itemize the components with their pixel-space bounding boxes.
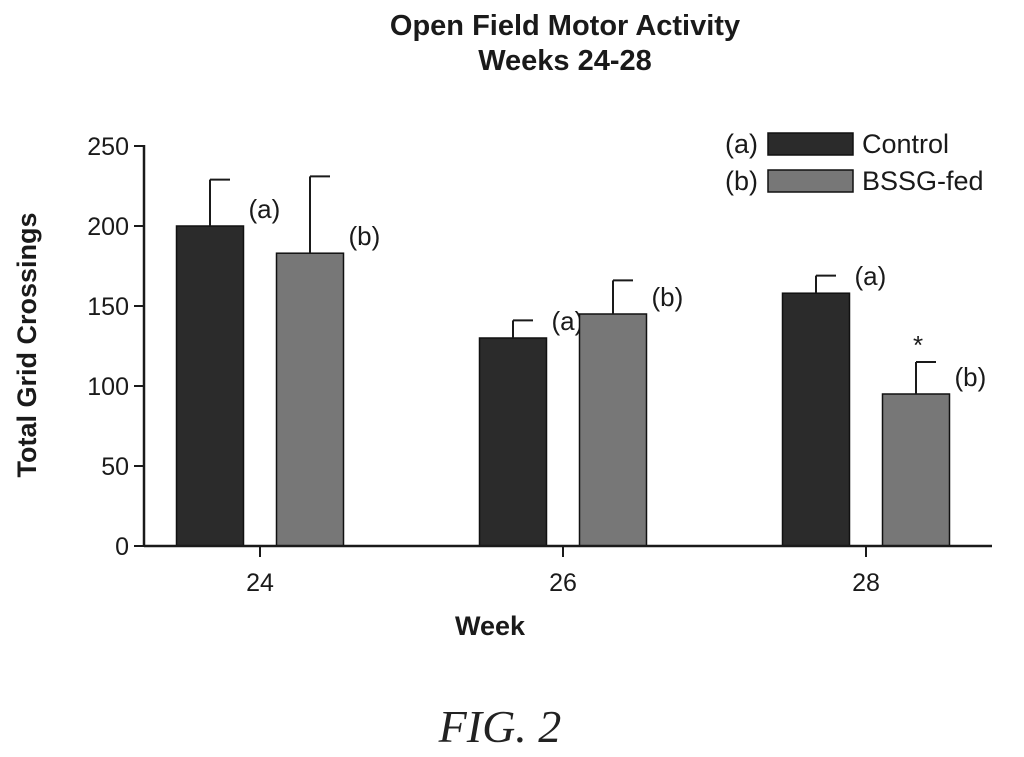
legend-swatch xyxy=(768,170,853,192)
bar-label: (b) xyxy=(652,282,684,312)
legend-tag: (a) xyxy=(725,129,758,159)
bar-bssg-fed xyxy=(883,394,950,546)
bar-chart: Open Field Motor Activity Weeks 24-28 0 5… xyxy=(0,0,1024,757)
figure-label: FIG. 2 xyxy=(438,701,562,752)
legend-tag: (b) xyxy=(725,166,758,196)
chart-title: Open Field Motor Activity xyxy=(390,10,740,42)
bar-bssg-fed xyxy=(580,314,647,546)
bar-label: (a) xyxy=(552,306,584,336)
y-tick-label: 250 xyxy=(87,133,129,161)
plot-area: 0 50 100 150 200 250 24 26 28 (a) (a) (a) (b) (b) (b) * xyxy=(87,133,986,597)
bar-control xyxy=(480,338,547,546)
legend-swatch xyxy=(768,133,853,155)
bar-label: (b) xyxy=(955,362,987,392)
bar-control xyxy=(783,293,850,546)
y-tick-label: 0 xyxy=(115,533,129,561)
x-tick-label: 24 xyxy=(246,569,274,597)
significance-marker: * xyxy=(913,330,923,360)
y-tick-label: 150 xyxy=(87,293,129,321)
chart-subtitle: Weeks 24-28 xyxy=(478,45,652,77)
x-axis-title: Week xyxy=(455,611,526,641)
bar-label: (a) xyxy=(249,194,281,224)
legend-label: Control xyxy=(862,129,949,159)
legend: (a) Control (b) BSSG-fed xyxy=(725,129,984,196)
bar-label: (a) xyxy=(855,261,887,291)
x-tick-label: 28 xyxy=(852,569,880,597)
y-axis-title: Total Grid Crossings xyxy=(12,212,42,477)
bar-bssg-fed xyxy=(277,253,344,546)
legend-label: BSSG-fed xyxy=(862,166,984,196)
bar-control xyxy=(177,226,244,546)
bar-label: (b) xyxy=(349,221,381,251)
y-tick-label: 50 xyxy=(101,453,129,481)
y-tick-label: 100 xyxy=(87,373,129,401)
x-tick-label: 26 xyxy=(549,569,577,597)
y-tick-label: 200 xyxy=(87,213,129,241)
